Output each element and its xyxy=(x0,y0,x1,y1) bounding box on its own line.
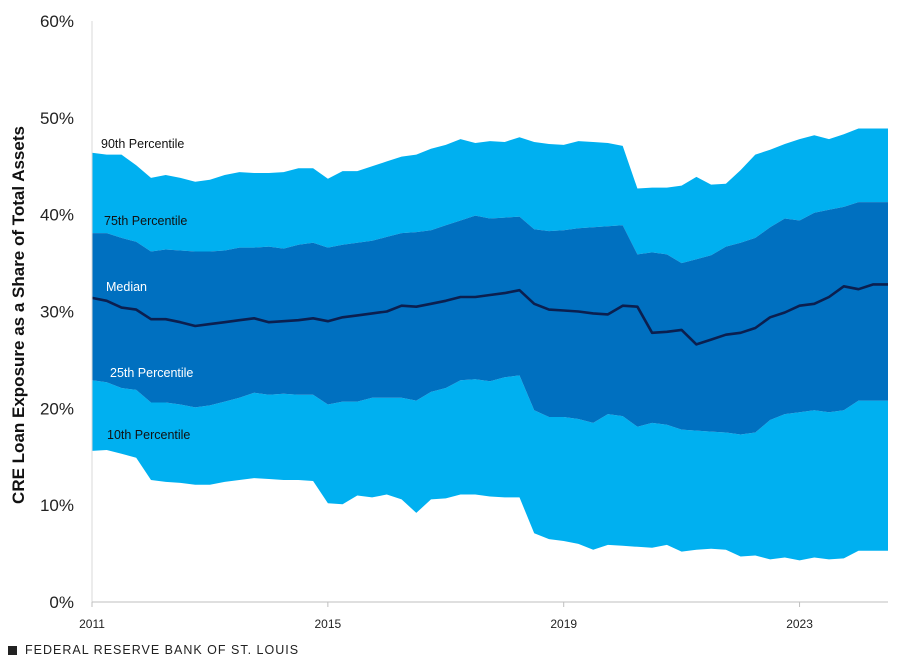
y-axis-label: CRE Loan Exposure as a Share of Total As… xyxy=(9,126,28,504)
cre-exposure-chart: CRE Loan Exposure as a Share of Total As… xyxy=(9,12,888,631)
x-tick-label: 2011 xyxy=(79,617,105,631)
plot-area: 0% 10% 20% 30% 40% 50% 60% 2011 2015 2019 2023 90th… xyxy=(40,12,888,631)
y-tick-label: 0% xyxy=(49,593,74,612)
label-10th-percentile: 10th Percentile xyxy=(107,428,190,442)
x-tick-label: 2023 xyxy=(786,617,813,631)
label-75th-percentile: 75th Percentile xyxy=(104,214,187,228)
y-tick-label: 50% xyxy=(40,109,74,128)
median-line xyxy=(91,283,888,346)
x-tick-label: 2015 xyxy=(315,617,342,631)
y-tick-label: 10% xyxy=(40,496,74,515)
x-tick-label: 2019 xyxy=(550,617,577,631)
y-tick-label: 60% xyxy=(40,12,74,31)
y-tick-label: 40% xyxy=(40,206,74,225)
source-footer: FEDERAL RESERVE BANK OF ST. LOUIS xyxy=(8,643,299,657)
source-label: FEDERAL RESERVE BANK OF ST. LOUIS xyxy=(25,643,300,657)
band-25th-10th xyxy=(92,375,888,561)
band-90th-75th xyxy=(92,128,888,264)
band-75th-25th xyxy=(92,202,888,435)
y-axis-label-group: CRE Loan Exposure as a Share of Total As… xyxy=(9,126,28,504)
y-tick-label: 20% xyxy=(40,399,74,418)
label-median: Median xyxy=(106,280,147,294)
square-bullet-icon xyxy=(8,645,17,655)
label-90th-percentile: 90th Percentile xyxy=(101,137,184,151)
label-25th-percentile: 25th Percentile xyxy=(110,366,193,380)
y-tick-label: 30% xyxy=(40,303,74,322)
